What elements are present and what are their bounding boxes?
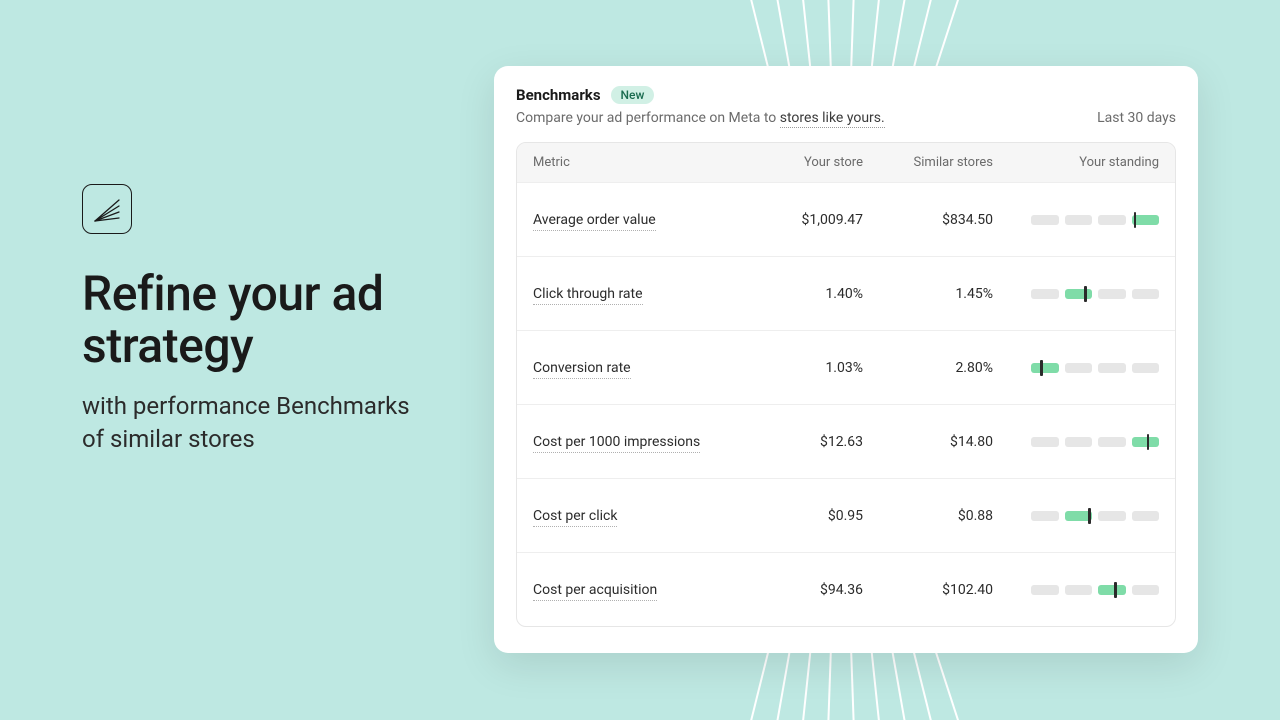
similar-stores-value: $14.80 [863, 434, 993, 450]
standing-cell [993, 289, 1159, 299]
quartile-segment [1098, 363, 1126, 373]
standing-quartile [1031, 215, 1159, 225]
col-similar: Similar stores [863, 155, 993, 170]
quartile-segment [1031, 585, 1059, 595]
chart-icon [82, 184, 132, 234]
card-subheader: Compare your ad performance on Meta to s… [516, 110, 1176, 126]
hero-subline: with performance Benchmarks of similar s… [82, 390, 422, 457]
standing-cell [993, 215, 1159, 225]
standing-cell [993, 511, 1159, 521]
table-row: Cost per 1000 impressions $12.63$14.80 [517, 404, 1175, 478]
quartile-segment [1031, 437, 1059, 447]
timeframe-label: Last 30 days [1097, 110, 1176, 126]
quartile-segment [1132, 437, 1160, 447]
quartile-segment [1132, 511, 1160, 521]
metric-label[interactable]: Conversion rate [533, 360, 631, 379]
standing-tick [1088, 508, 1091, 524]
quartile-segment [1132, 363, 1160, 373]
card-subtitle-pre: Compare your ad performance on Meta to [516, 110, 780, 126]
card-title: Benchmarks [516, 86, 601, 104]
quartile-segment [1031, 511, 1059, 521]
quartile-segment [1098, 585, 1126, 595]
col-standing: Your standing [993, 155, 1159, 170]
table-row: Cost per click $0.95$0.88 [517, 478, 1175, 552]
metric-label[interactable]: Cost per click [533, 508, 617, 527]
similar-stores-value: $834.50 [863, 212, 993, 228]
table-row: Cost per acquisition $94.36$102.40 [517, 552, 1175, 626]
col-metric: Metric [533, 155, 753, 170]
quartile-segment [1065, 289, 1093, 299]
quartile-segment [1065, 437, 1093, 447]
table-row: Click through rate 1.40%1.45% [517, 256, 1175, 330]
quartile-segment [1132, 585, 1160, 595]
similar-stores-value: 1.45% [863, 286, 993, 302]
your-store-value: 1.40% [753, 286, 863, 302]
your-store-value: $1,009.47 [753, 212, 863, 228]
quartile-segment [1098, 437, 1126, 447]
quartile-segment [1031, 363, 1059, 373]
quartile-segment [1098, 511, 1126, 521]
standing-cell [993, 585, 1159, 595]
hero-headline: Refine your ad strategy [82, 268, 422, 372]
quartile-segment [1132, 289, 1160, 299]
quartile-segment [1098, 215, 1126, 225]
metric-label[interactable]: Cost per 1000 impressions [533, 434, 700, 453]
standing-tick [1084, 286, 1087, 302]
quartile-segment [1065, 585, 1093, 595]
metric-label[interactable]: Click through rate [533, 286, 643, 305]
standing-quartile [1031, 511, 1159, 521]
table-header: Metric Your store Similar stores Your st… [517, 143, 1175, 182]
quartile-segment [1065, 215, 1093, 225]
standing-tick [1134, 212, 1137, 228]
similar-stores-value: $0.88 [863, 508, 993, 524]
standing-cell [993, 363, 1159, 373]
new-badge: New [611, 86, 655, 104]
standing-quartile [1031, 585, 1159, 595]
benchmarks-card: Benchmarks New Compare your ad performan… [494, 66, 1198, 653]
quartile-segment [1031, 215, 1059, 225]
metric-label[interactable]: Cost per acquisition [533, 582, 657, 601]
standing-tick [1114, 582, 1117, 598]
stores-like-yours-link[interactable]: stores like yours. [780, 110, 885, 128]
hero: Refine your ad strategy with performance… [82, 184, 422, 457]
benchmarks-table: Metric Your store Similar stores Your st… [516, 142, 1176, 627]
your-store-value: $12.63 [753, 434, 863, 450]
your-store-value: 1.03% [753, 360, 863, 376]
standing-quartile [1031, 289, 1159, 299]
your-store-value: $94.36 [753, 582, 863, 598]
metric-label[interactable]: Average order value [533, 212, 656, 231]
quartile-segment [1065, 363, 1093, 373]
your-store-value: $0.95 [753, 508, 863, 524]
card-subtitle: Compare your ad performance on Meta to s… [516, 110, 885, 126]
standing-quartile [1031, 363, 1159, 373]
standing-cell [993, 437, 1159, 447]
quartile-segment [1098, 289, 1126, 299]
standing-tick [1147, 434, 1150, 450]
col-your-store: Your store [753, 155, 863, 170]
standing-quartile [1031, 437, 1159, 447]
card-header: Benchmarks New [516, 86, 1176, 104]
similar-stores-value: $102.40 [863, 582, 993, 598]
table-row: Conversion rate 1.03%2.80% [517, 330, 1175, 404]
similar-stores-value: 2.80% [863, 360, 993, 376]
table-row: Average order value $1,009.47$834.50 [517, 182, 1175, 256]
standing-tick [1040, 360, 1043, 376]
quartile-segment [1031, 289, 1059, 299]
